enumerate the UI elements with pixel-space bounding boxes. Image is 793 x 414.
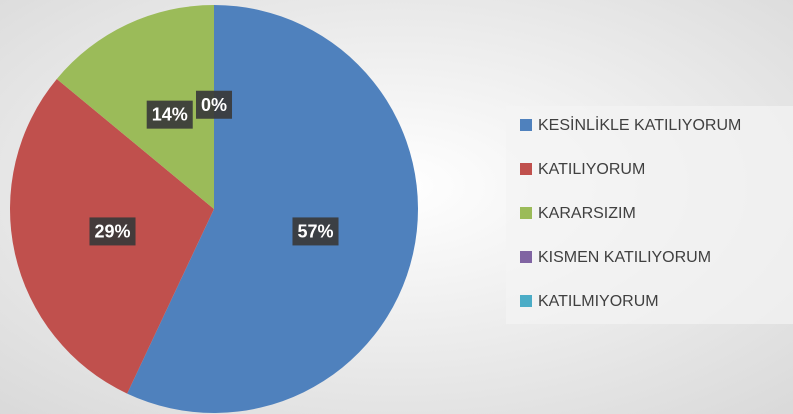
- legend-swatch: [520, 251, 532, 263]
- data-label: 14%: [152, 105, 188, 125]
- data-label: 0%: [201, 95, 227, 115]
- legend-label: KESİNLİKLE KATILIYORUM: [538, 115, 741, 134]
- legend-box: [506, 106, 793, 324]
- data-label-box: [292, 217, 339, 246]
- data-label-box: [146, 100, 193, 129]
- data-label: 57%: [297, 221, 333, 241]
- legend-swatch: [520, 207, 532, 219]
- legend-swatch: [520, 163, 532, 175]
- legend-label: KATILIYORUM: [538, 161, 645, 178]
- pie-slice: [56, 5, 214, 209]
- data-label: 29%: [94, 221, 130, 241]
- legend-label: KATILMIYORUM: [538, 293, 659, 310]
- data-label-box: [89, 217, 136, 246]
- pie-slice: [127, 5, 418, 413]
- legend-swatch: [520, 119, 532, 131]
- data-label-box: [195, 90, 233, 119]
- legend-label: KISMEN KATILIYORUM: [538, 249, 711, 266]
- legend-swatch: [520, 295, 532, 307]
- legend-label: KARARSIZIM: [538, 205, 636, 222]
